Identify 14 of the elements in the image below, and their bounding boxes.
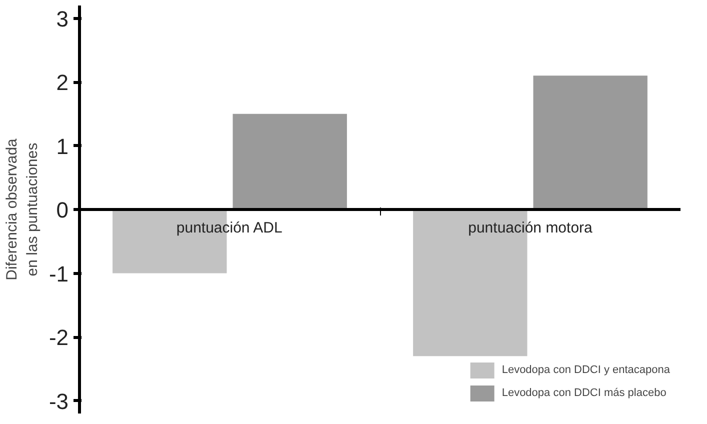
y-tick-label: 0 xyxy=(56,198,69,222)
y-axis-title: Diferencia observada en las puntuaciones xyxy=(4,138,41,280)
bar xyxy=(533,76,648,210)
legend-label: Levodopa con DDCI y entacapona xyxy=(502,364,670,376)
bar xyxy=(232,114,347,210)
y-tick-label: 3 xyxy=(56,6,69,32)
y-tick-label: -1 xyxy=(48,261,68,286)
legend-label: Levodopa con DDCI más placebo xyxy=(502,387,666,399)
x-tick-label: puntuación motora xyxy=(468,220,594,236)
y-tick-label: 2 xyxy=(56,70,69,95)
y-tick-label: -3 xyxy=(48,388,68,414)
x-tick-label: puntuación ADL xyxy=(176,220,282,236)
y-tick-label: 1 xyxy=(56,134,69,159)
y-tick-label: -2 xyxy=(48,325,68,350)
